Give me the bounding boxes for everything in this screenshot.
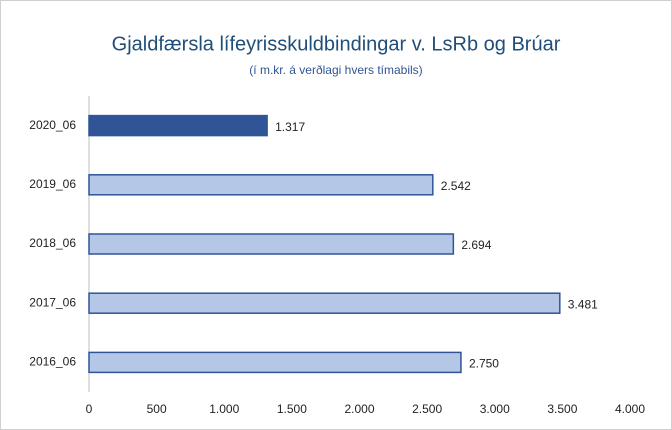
chart-title: Gjaldfærsla lífeyrisskuldbindingar v. Ls… bbox=[112, 33, 561, 55]
data-label: 2.694 bbox=[461, 238, 491, 252]
y-tick-label: 2017_06 bbox=[29, 295, 76, 309]
y-tick-label: 2020_06 bbox=[29, 118, 76, 132]
bar bbox=[88, 351, 462, 374]
x-tick-label: 2.000 bbox=[344, 402, 374, 416]
x-tick-label: 500 bbox=[147, 402, 167, 416]
y-tick-label: 2016_06 bbox=[29, 355, 76, 369]
data-label: 2.542 bbox=[441, 179, 471, 193]
x-tick-label: 1.500 bbox=[277, 402, 307, 416]
data-label: 2.750 bbox=[469, 357, 499, 371]
bar bbox=[88, 292, 561, 314]
x-tick-label: 0 bbox=[86, 402, 93, 416]
x-tick-label: 3.500 bbox=[547, 402, 577, 416]
x-tick-label: 2.500 bbox=[412, 402, 442, 416]
bar bbox=[88, 174, 434, 196]
bar bbox=[88, 114, 268, 137]
x-tick-label: 4.000 bbox=[615, 402, 645, 416]
y-tick-label: 2019_06 bbox=[29, 177, 76, 191]
data-label: 3.481 bbox=[568, 297, 598, 311]
x-tick-label: 1.000 bbox=[209, 402, 239, 416]
bar bbox=[88, 233, 455, 255]
chart-subtitle: (í m.kr. á verðlagi hvers tímabils) bbox=[249, 63, 422, 77]
y-tick-label: 2018_06 bbox=[29, 236, 76, 250]
data-label: 1.317 bbox=[275, 120, 305, 134]
x-tick-label: 3.000 bbox=[480, 402, 510, 416]
